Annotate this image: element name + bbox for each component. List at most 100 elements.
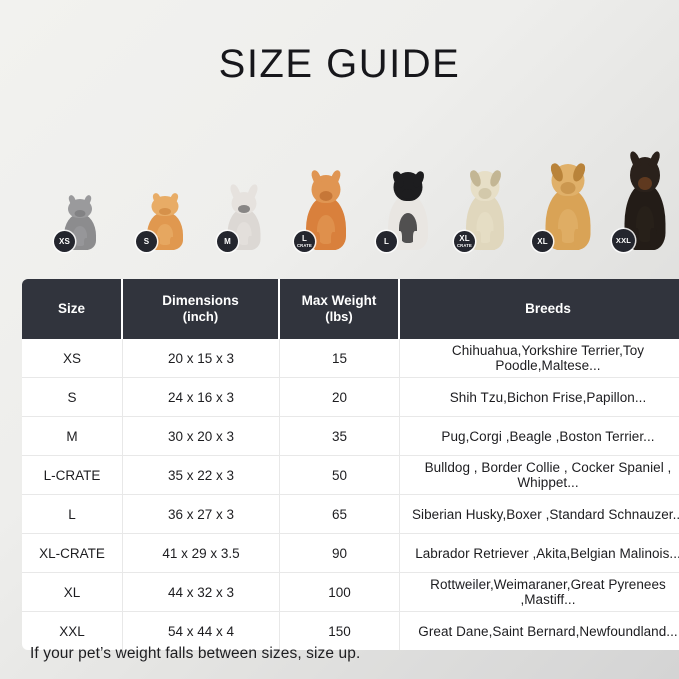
column-header-max-weight-unit: (lbs)	[325, 309, 353, 325]
size-badge-label: XS	[58, 236, 71, 246]
size-badge-l-crate: L CRATE	[294, 231, 315, 252]
max-weight-cell: 15	[280, 339, 400, 378]
size-badge-s: S	[136, 231, 157, 252]
animal-muzzle	[159, 208, 171, 215]
animal-leg	[574, 229, 582, 250]
size-cell: XXL	[22, 612, 123, 650]
column-header-breeds: Breeds	[400, 279, 679, 339]
dimensions-cell: 24 x 16 x 3	[123, 378, 280, 417]
size-badge-label: L	[301, 234, 308, 244]
breeds-cell: Siberian Husky,Boxer ,Standard Schnauzer…	[400, 495, 679, 534]
animal-ear	[246, 183, 260, 199]
table-row: XXL 54 x 44 x 4 150 Great Dane,Saint Bernar…	[22, 612, 679, 650]
size-cell: XS	[22, 339, 123, 378]
animal-leg	[650, 228, 657, 250]
animal-leg	[554, 229, 562, 250]
table-row: L 36 x 27 x 3 65 Siberian Husky,Boxer ,Stan…	[22, 495, 679, 534]
breeds-cell: Labrador Retriever ,Akita,Belgian Malino…	[400, 534, 679, 573]
lineup-item-golden-retriever: XL	[532, 156, 604, 254]
animal-chest	[73, 226, 87, 246]
table-row: XL-CRATE 41 x 29 x 3.5 90 Labrador Retrieve…	[22, 534, 679, 573]
table-header: Size Dimensions (inch) Max Weight (lbs) …	[22, 279, 679, 339]
size-cell: XL-CRATE	[22, 534, 123, 573]
size-badge-xxl: XXL	[612, 229, 635, 252]
lineup-item-doberman: XXL	[612, 148, 678, 254]
pomeranian-illustration	[136, 188, 194, 250]
size-cell: S	[22, 378, 123, 417]
animal-leg	[154, 237, 160, 250]
lineup-item-gray-cat: XS	[54, 194, 106, 254]
animal-leg	[313, 232, 320, 250]
animal-muzzle	[401, 189, 415, 199]
dimensions-cell: 30 x 20 x 3	[123, 417, 280, 456]
size-cell: L-CRATE	[22, 456, 123, 495]
column-header-size-label: Size	[57, 300, 85, 316]
table-row: XL 44 x 32 x 3 100 Rottweiler,Weimaraner,Gr…	[22, 573, 679, 612]
max-weight-cell: 90	[280, 534, 400, 573]
animal-chest	[157, 224, 173, 245]
dimensions-cell: 20 x 15 x 3	[123, 339, 280, 378]
max-weight-cell: 20	[280, 378, 400, 417]
dimensions-cell: 35 x 22 x 3	[123, 456, 280, 495]
animal-ear	[228, 183, 242, 199]
footnote: If your pet’s weight falls between sizes…	[30, 645, 361, 662]
page-title: SIZE GUIDE	[218, 42, 461, 86]
breeds-cell: Bulldog , Border Collie , Cocker Spaniel…	[400, 456, 679, 495]
dimensions-cell: 54 x 44 x 4	[123, 612, 280, 650]
lineup-item-border-collie: L	[376, 166, 440, 254]
table-row: L-CRATE 35 x 22 x 3 50 Bulldog , Border Col…	[22, 456, 679, 495]
border-collie-illustration	[376, 162, 440, 250]
animal-ear	[309, 168, 323, 185]
breeds-cell: Chihuahua,Yorkshire Terrier,Toy Poodle,M…	[400, 339, 679, 378]
lineup-item-shiba-inu: L CRATE	[294, 168, 358, 254]
size-cell: M	[22, 417, 123, 456]
column-header-breeds-label: Breeds	[525, 300, 571, 316]
column-header-max-weight-label: Max Weight	[301, 293, 377, 309]
animal-ear	[648, 150, 662, 168]
size-badge-label: XL	[459, 234, 470, 244]
size-badge-label: XXL	[615, 235, 632, 245]
animal-leg	[170, 237, 176, 250]
animal-muzzle	[478, 188, 492, 199]
animal-leg	[395, 231, 402, 250]
size-table: Size Dimensions (inch) Max Weight (lbs) …	[22, 279, 679, 650]
animal-leg	[490, 231, 497, 250]
table-body: XS 20 x 15 x 3 15 Chihuahua,Yorkshire Terri…	[22, 339, 679, 650]
animal-muzzle	[238, 205, 250, 213]
animal-chest	[399, 213, 417, 243]
doberman-illustration	[612, 144, 678, 250]
size-badge-label: XL	[537, 236, 548, 246]
animal-leg	[413, 231, 420, 250]
max-weight-cell: 100	[280, 573, 400, 612]
size-badge-xl: XL	[532, 231, 553, 252]
size-cell: L	[22, 495, 123, 534]
breeds-cell: Great Dane,Saint Bernard,Newfoundland...	[400, 612, 679, 650]
size-badge-sublabel: CRATE	[296, 242, 313, 248]
size-badge-m: M	[217, 231, 238, 252]
animal-lineup: XS S M L CRATE L XL CRATE XL XXL	[24, 118, 666, 254]
max-weight-cell: 150	[280, 612, 400, 650]
size-cell: XL	[22, 573, 123, 612]
size-badge-l: L	[376, 231, 397, 252]
animal-muzzle	[319, 191, 333, 201]
size-badge-label: M	[224, 236, 231, 246]
dimensions-cell: 36 x 27 x 3	[123, 495, 280, 534]
column-header-dimensions: Dimensions (inch)	[123, 279, 280, 339]
size-badge-xl-crate: XL CRATE	[454, 231, 475, 252]
breeds-cell: Shih Tzu,Bichon Frise,Papillon...	[400, 378, 679, 417]
table-header-row: Size Dimensions (inch) Max Weight (lbs) …	[22, 279, 679, 339]
size-badge-sublabel: CRATE	[456, 242, 473, 248]
column-header-dimensions-unit: (inch)	[182, 309, 219, 325]
animal-leg	[248, 236, 254, 250]
max-weight-cell: 35	[280, 417, 400, 456]
animal-ear	[628, 150, 642, 168]
max-weight-cell: 65	[280, 495, 400, 534]
animal-muzzle	[560, 182, 576, 194]
animal-chest	[636, 206, 654, 242]
animal-leg	[474, 231, 481, 250]
table-row: S 24 x 16 x 3 20 Shih Tzu,Bichon Frise,Papi…	[22, 378, 679, 417]
animal-chest	[236, 222, 252, 245]
animal-chest	[317, 215, 335, 244]
animal-muzzle	[74, 210, 86, 217]
animal-ear	[83, 194, 93, 205]
